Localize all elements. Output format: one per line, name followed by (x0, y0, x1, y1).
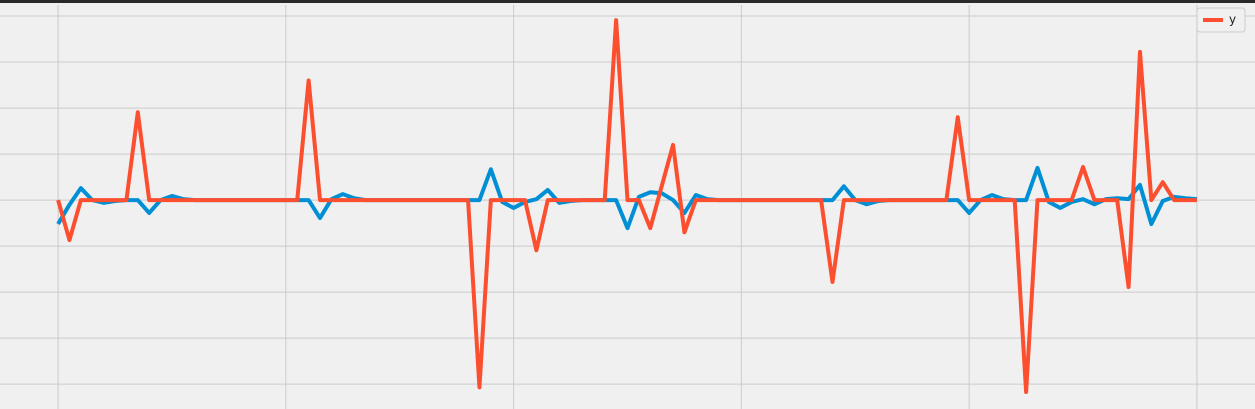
legend-label: y (1229, 13, 1236, 27)
series-line (56, 18, 1197, 394)
plot-lines (56, 18, 1198, 394)
legend: y (1196, 7, 1246, 33)
top-border (0, 0, 1255, 3)
